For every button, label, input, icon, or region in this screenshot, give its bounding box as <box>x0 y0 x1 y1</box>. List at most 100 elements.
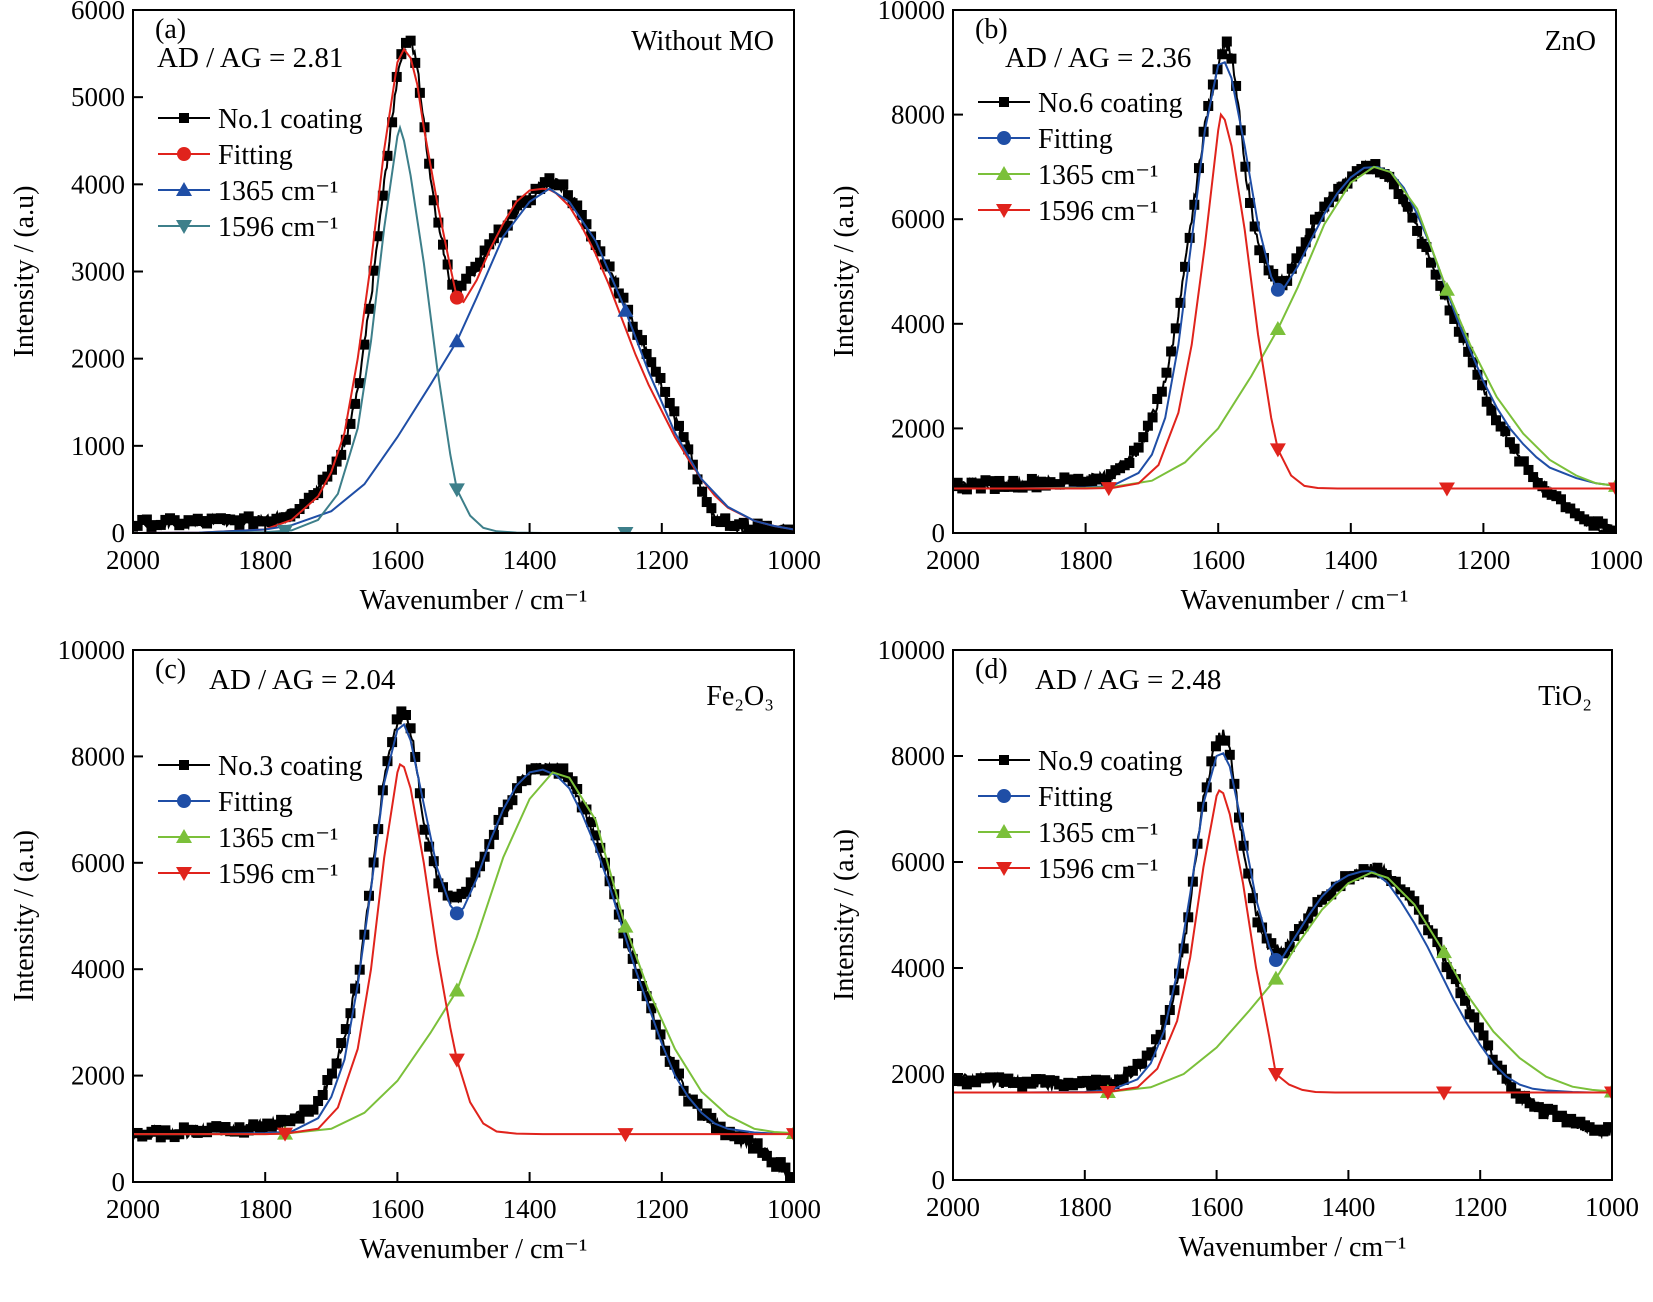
data-point <box>1607 525 1616 533</box>
legend-label: Fitting <box>1038 124 1113 155</box>
x-axis-label: Wavenumber / cm⁻¹ <box>1181 585 1409 616</box>
data-point <box>549 763 560 774</box>
fit-curve-line <box>953 112 1616 490</box>
data-point <box>1449 313 1460 324</box>
x-tick-label: 2000 <box>926 545 980 575</box>
data-point <box>706 503 717 514</box>
data-point <box>1180 261 1191 272</box>
data-point <box>1501 1073 1512 1084</box>
data-point <box>1481 396 1492 407</box>
triangle-down-marker <box>617 1128 634 1143</box>
data-point <box>1537 481 1548 492</box>
triangle-down-marker <box>1269 443 1286 458</box>
sample-label: Fe₂O₃ <box>706 681 774 712</box>
data-point <box>562 190 573 201</box>
data-point <box>558 763 569 774</box>
x-tick-label: 1400 <box>503 1194 557 1224</box>
data-point <box>400 709 411 720</box>
series-fit-1 <box>133 722 794 1136</box>
data-point <box>257 1124 268 1135</box>
data-point <box>1138 432 1149 443</box>
data-point <box>1453 326 1464 337</box>
data-point <box>669 406 680 417</box>
data-point <box>1404 890 1415 901</box>
data-point <box>1430 269 1441 280</box>
data-point <box>697 486 708 497</box>
data-point <box>1291 253 1302 264</box>
data-point <box>1008 475 1019 486</box>
data-point <box>1231 80 1242 91</box>
data-point <box>618 292 629 303</box>
circle-marker <box>177 147 191 161</box>
data-point <box>1220 735 1231 746</box>
data-point <box>1296 246 1307 257</box>
data-point <box>664 397 675 408</box>
fit-curve-line <box>133 47 794 533</box>
data-point <box>985 476 996 487</box>
data-point <box>331 456 342 467</box>
data-point <box>590 240 601 251</box>
legend-label: No.3 coating <box>218 751 363 782</box>
data-point <box>331 1058 342 1069</box>
data-point <box>627 321 638 332</box>
square-marker <box>179 760 189 770</box>
y-tick-label: 4000 <box>891 309 945 339</box>
data-point <box>761 520 772 531</box>
data-point <box>604 876 615 887</box>
data-point <box>678 432 689 443</box>
y-tick-label: 6000 <box>891 847 945 877</box>
data-point <box>1022 480 1033 491</box>
data-point <box>1483 1040 1494 1051</box>
legend-label: 1365 cm⁻¹ <box>1038 160 1158 191</box>
sample-label: ZnO <box>1545 26 1596 57</box>
chart-panel-b: 2000 1800 1600 1400 1200 10000200040006000800… <box>829 0 1643 616</box>
y-axis-label: Intensity / (a.u) <box>9 830 40 1002</box>
data-point <box>414 788 425 799</box>
legend: No.1 coating Fitting 1365 cm⁻¹ 1596 cm⁻¹ <box>158 104 363 243</box>
data-point <box>1328 191 1339 202</box>
data-point <box>1353 869 1364 880</box>
sample-label: TiO₂ <box>1538 681 1592 712</box>
x-tick-label: 1200 <box>1453 1192 1507 1222</box>
data-point <box>1169 985 1180 996</box>
data-point <box>1258 252 1269 263</box>
data-point <box>1203 100 1214 111</box>
data-point <box>155 519 166 530</box>
data-point <box>1249 221 1260 232</box>
data-point <box>743 1132 754 1143</box>
data-point <box>673 1068 684 1079</box>
data-point <box>1506 1082 1517 1093</box>
data-point <box>1289 931 1300 942</box>
triangle-down-marker <box>277 1127 294 1142</box>
triangle-down-marker <box>1100 482 1117 497</box>
data-point <box>1458 332 1469 343</box>
axes-frame <box>952 649 1613 1181</box>
fit-curve-line <box>133 771 794 1136</box>
chart-panel-d: 2000 1800 1600 1400 1200 10000200040006000800… <box>829 635 1639 1263</box>
data-point <box>785 1172 794 1182</box>
data-point <box>442 259 453 270</box>
data-point <box>521 775 532 786</box>
y-tick-label: 4000 <box>71 169 125 199</box>
data-point <box>507 795 518 806</box>
data-point <box>433 217 444 228</box>
data-point <box>1381 869 1392 880</box>
data-point <box>1326 889 1337 900</box>
data-point <box>345 1008 356 1019</box>
y-tick-label: 4000 <box>891 953 945 983</box>
data-point <box>1268 268 1279 279</box>
data-point <box>683 444 694 455</box>
data-point <box>340 1024 351 1035</box>
triangle-down-marker <box>176 220 192 234</box>
legend: No.9 coating Fitting 1365 cm⁻¹ 1596 cm⁻¹ <box>978 746 1183 885</box>
legend-label: Fitting <box>1038 782 1113 813</box>
y-tick-label: 2000 <box>891 1059 945 1089</box>
x-tick-label: 1200 <box>635 1194 689 1224</box>
y-tick-label: 6000 <box>71 0 125 25</box>
data-point <box>1547 1104 1558 1115</box>
data-point <box>609 889 620 900</box>
data-point <box>359 339 370 350</box>
data-point <box>1155 1029 1166 1040</box>
data-point <box>1603 1122 1612 1133</box>
data-point <box>368 265 379 276</box>
